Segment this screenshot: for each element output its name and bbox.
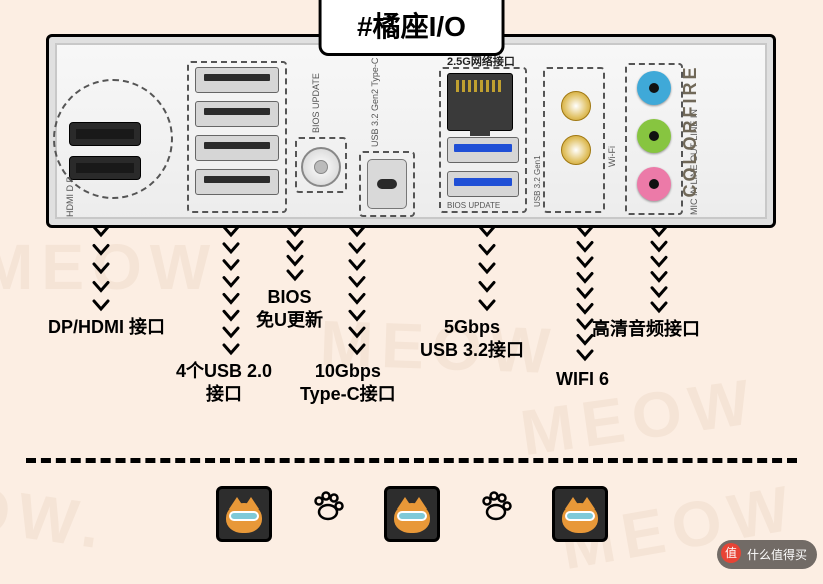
callout-bios: BIOS免U更新 (256, 286, 323, 333)
sma-connector (561, 91, 591, 121)
usb2-port (195, 135, 279, 161)
dp-port (69, 122, 141, 146)
usb2-port (195, 169, 279, 195)
label-wifi-side: Wi-Fi (607, 146, 617, 167)
arrow-dp-hdmi (92, 226, 110, 312)
brand-text: COLORFIRE (680, 65, 701, 198)
wifi-antenna-ports (549, 77, 603, 179)
hdmi-port (69, 156, 141, 180)
io-panel: HDMI D P BIOS UPDATE USB 3.2 Gen2 Type-C… (46, 34, 776, 228)
icon-row (0, 486, 823, 542)
usb2-port (195, 67, 279, 93)
audio-linein (637, 71, 671, 105)
label-usbc-side: USB 3.2 Gen2 Type-C (371, 58, 381, 147)
audio-jacks (637, 71, 671, 215)
cat-icon (552, 486, 608, 542)
usb3-port (447, 137, 519, 163)
callout-wifi6: WIFI 6 (556, 368, 609, 391)
callout-typec: 10GbpsType-C接口 (300, 360, 396, 407)
usb-c-port (367, 159, 407, 209)
sma-connector (561, 135, 591, 165)
usb3-ports (447, 137, 519, 205)
ethernet-port (447, 73, 513, 131)
paw-icon (476, 486, 516, 526)
section-divider (26, 458, 797, 463)
cat-icon (384, 486, 440, 542)
audio-micin (637, 167, 671, 201)
arrow-typec (348, 226, 366, 356)
usb2-port (195, 101, 279, 127)
cat-icon (216, 486, 272, 542)
arrow-usb2 (222, 226, 240, 356)
watermark: 什么值得买 (717, 540, 817, 569)
callout-audio: 高清音频接口 (592, 318, 700, 341)
label-hdmi-side: HDMI D P (65, 177, 75, 218)
callout-usb32: 5GbpsUSB 3.2接口 (420, 316, 524, 363)
title-tab: #橘座I/O (318, 0, 505, 56)
label-bios-side: BIOS UPDATE (311, 73, 321, 133)
label-usb32g1: USB 3.2 Gen1 (533, 155, 542, 207)
display-ports (69, 122, 143, 190)
usb3-port (447, 171, 519, 197)
arrow-usb32 (478, 226, 496, 312)
paw-icon (308, 486, 348, 526)
usb2-ports (195, 67, 283, 203)
audio-lineout (637, 119, 671, 153)
bios-update-button (301, 147, 341, 187)
arrow-audio (650, 226, 668, 314)
label-bios-update2: BIOS UPDATE (447, 201, 500, 210)
arrow-wifi6 (576, 226, 594, 362)
callout-usb2: 4个USB 2.0接口 (176, 360, 272, 407)
arrow-bios (286, 226, 304, 282)
callout-dp-hdmi: DP/HDMI 接口 (48, 316, 165, 339)
